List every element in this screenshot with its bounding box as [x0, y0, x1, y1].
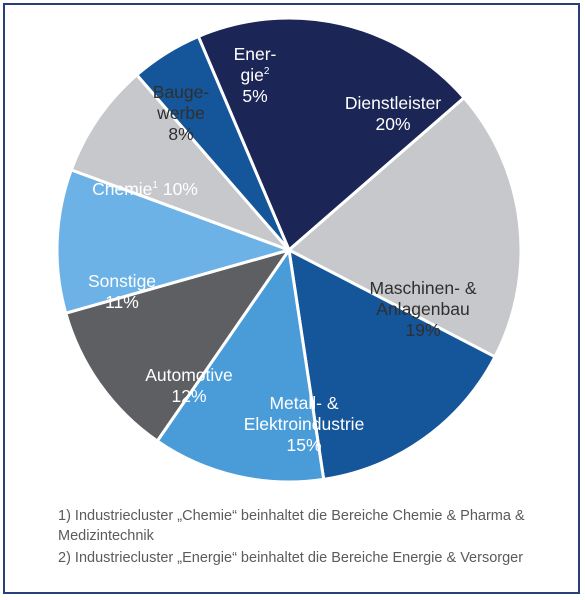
slice-label-maschinen-anlagenbau: Maschinen- & Anlagenbau 19%: [370, 278, 477, 340]
footnote-1: 1) Industriecluster „Chemie“ beinhaltet …: [58, 508, 525, 544]
chart-frame: Dienstleister 20% Maschinen- & Anlagenbau 19…: [3, 3, 580, 594]
slice-label-metall-elektroindustrie: Metall- & Elektroindustrie 15%: [244, 393, 365, 455]
footnotes: 1) Industriecluster „Chemie“ beinhaltet …: [58, 506, 558, 570]
slice-label-dienstleister: Dienstleister 20%: [345, 93, 441, 134]
slice-label-baugewerbe: Bauge-werbe 8%: [153, 82, 210, 144]
slice-label-energie: Ener-gie2 5%: [234, 44, 277, 106]
pie-chart: Dienstleister 20% Maschinen- & Anlagenbau 19…: [55, 16, 523, 484]
slice-label-chemie: Chemie1 10%: [92, 179, 198, 199]
pie-slice-chemie: [55, 168, 291, 315]
pie-slice-metall-elektroindustrie: [287, 248, 497, 481]
pie-slice-baugewerbe: [69, 73, 291, 252]
pie-slice-automotive: [155, 248, 326, 484]
slice-label-automotive: Automotive 12%: [145, 365, 233, 406]
pie-slice-energie: [135, 34, 291, 252]
footnote-2: 2) Industriecluster „Energie“ beinhaltet…: [58, 550, 524, 566]
pie-slice-maschinen-anlagenbau: [287, 96, 523, 359]
slice-label-sonstige: Sonstige 11%: [88, 271, 156, 312]
